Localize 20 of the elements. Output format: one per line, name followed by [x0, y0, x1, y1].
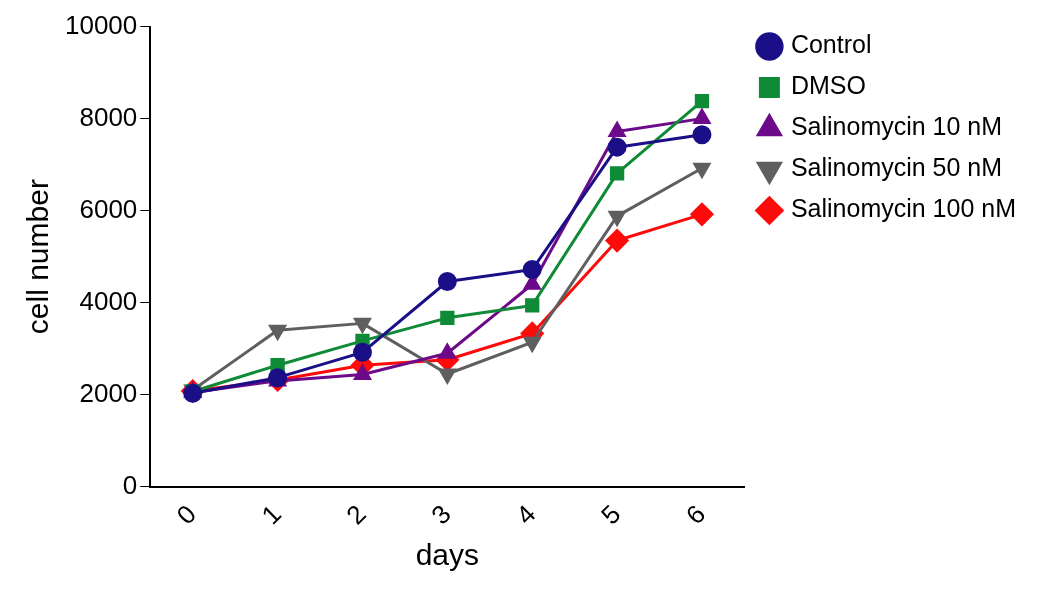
y-tick-label: 10000: [64, 9, 138, 40]
y-tick-label: 2000: [79, 377, 138, 408]
y-tick-label: 8000: [79, 101, 138, 132]
legend-label: Salinomycin 100 nM: [790, 194, 1017, 223]
legend-label: Salinomycin 10 nM: [790, 112, 1003, 141]
y-tick-label: 0: [122, 469, 138, 500]
x-tick-label: 0: [170, 498, 203, 531]
legend-label: Salinomycin 50 nM: [790, 153, 1003, 182]
x-tick-label: 5: [594, 498, 627, 531]
y-tick-label: 6000: [79, 193, 138, 224]
x-tick-label: 4: [510, 498, 542, 531]
y-tick-label: 4000: [79, 285, 138, 316]
legend-label: DMSO: [790, 71, 866, 100]
x-tick-label: 6: [679, 498, 712, 531]
x-tick-label: 3: [425, 498, 457, 531]
x-axis-title: days: [415, 538, 480, 572]
x-tick-label: 1: [255, 498, 287, 531]
legend-label: Control: [790, 30, 872, 59]
y-axis-title: cell number: [21, 179, 55, 335]
x-tick-label: 2: [340, 498, 372, 531]
